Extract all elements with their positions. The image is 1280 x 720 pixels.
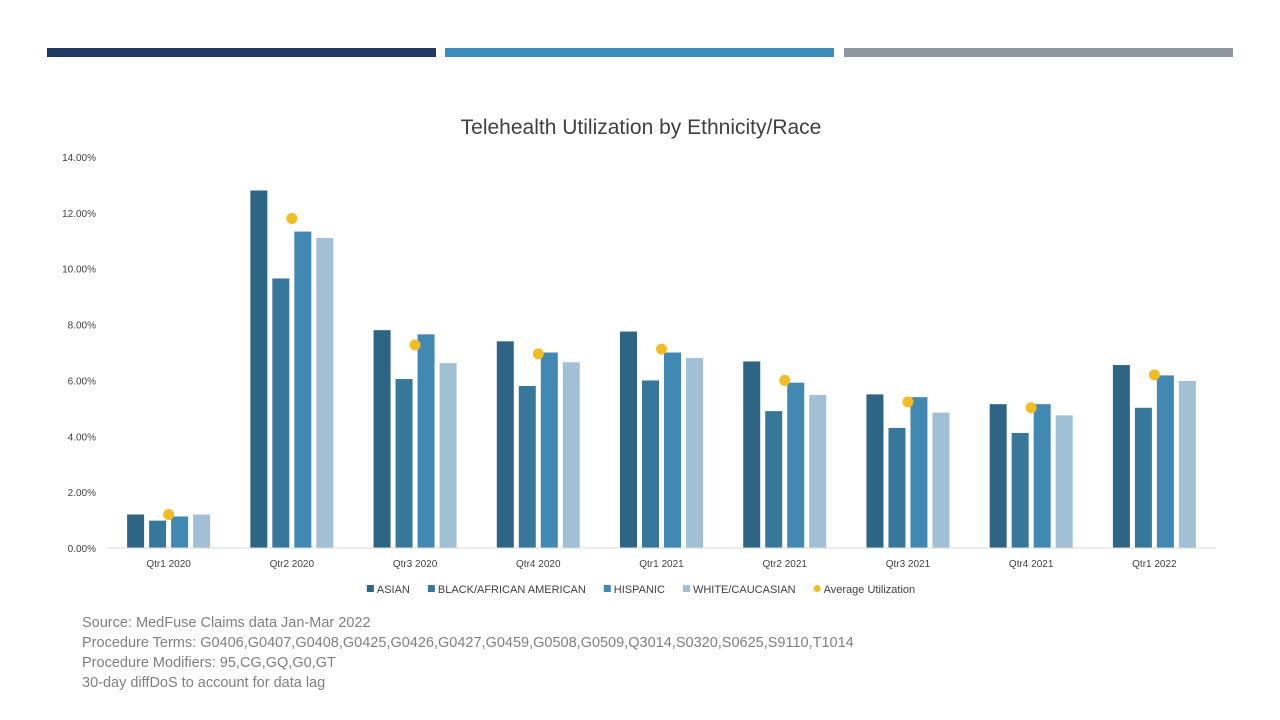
x-tick-label: Qtr4 2021 bbox=[1009, 559, 1054, 570]
accent-bar-blue bbox=[445, 48, 834, 57]
legend-dot bbox=[813, 585, 821, 592]
bar bbox=[496, 341, 514, 548]
data-lag-note: 30-day diffDoS to account for data lag bbox=[82, 675, 326, 691]
bar bbox=[743, 361, 761, 548]
y-tick-label: 14.00% bbox=[62, 153, 96, 164]
x-axis: Qtr1 2020 Qtr2 2020 Qtr3 2020 Qtr4 2020 Qtr1… bbox=[146, 559, 1177, 570]
accent-bar-navy bbox=[47, 48, 436, 57]
bar bbox=[910, 397, 928, 548]
procedure-modifiers-note: Procedure Modifiers: 95,CG,GQ,G0,GT bbox=[82, 655, 336, 671]
bar bbox=[395, 379, 413, 548]
bar bbox=[272, 278, 290, 548]
bar bbox=[439, 363, 457, 548]
bar bbox=[932, 412, 950, 548]
accent-bar-gray bbox=[844, 48, 1233, 57]
bar bbox=[171, 516, 189, 548]
average-marker bbox=[163, 508, 175, 520]
bar bbox=[127, 514, 145, 548]
legend: ASIAN BLACK/AFRICAN AMERICAN HISPANIC WHITE… bbox=[366, 584, 916, 596]
bar bbox=[1033, 404, 1051, 548]
average-marker bbox=[1025, 402, 1037, 414]
legend-swatch bbox=[366, 585, 374, 592]
legend-item: BLACK/AFRICAN AMERICAN bbox=[427, 584, 586, 596]
x-tick-label: Qtr1 2020 bbox=[146, 559, 191, 570]
average-marker bbox=[779, 374, 791, 386]
bar bbox=[787, 382, 805, 548]
bar bbox=[518, 386, 536, 548]
chart-title: Telehealth Utilization by Ethnicity/Race bbox=[461, 116, 822, 139]
bar bbox=[888, 427, 906, 548]
bar bbox=[620, 331, 637, 548]
bar bbox=[149, 520, 167, 548]
average-marker bbox=[409, 339, 421, 351]
source-notes: Source: MedFuse Claims data Jan-Mar 2022… bbox=[82, 613, 854, 693]
x-tick-label: Qtr4 2020 bbox=[516, 559, 561, 570]
legend-item: Average Utilization bbox=[813, 584, 916, 596]
legend-label: ASIAN bbox=[377, 584, 410, 596]
x-tick-label: Qtr2 2021 bbox=[762, 559, 807, 570]
y-axis: 0.00% 2.00% 4.00% 6.00% 8.00% 10.00% 12.00% 14.… bbox=[62, 153, 96, 555]
y-tick-label: 0.00% bbox=[68, 544, 96, 555]
bar bbox=[1178, 380, 1196, 548]
bar bbox=[989, 404, 1007, 548]
x-tick-label: Qtr1 2021 bbox=[639, 559, 684, 570]
legend-item: WHITE/CAUCASIAN bbox=[682, 584, 796, 596]
bar bbox=[866, 394, 884, 548]
bar bbox=[316, 237, 334, 548]
bar-series bbox=[127, 190, 1196, 549]
legend-swatch bbox=[603, 585, 611, 592]
bar bbox=[642, 380, 659, 548]
bar bbox=[250, 190, 268, 548]
bar bbox=[373, 330, 391, 548]
legend-label: BLACK/AFRICAN AMERICAN bbox=[438, 584, 586, 596]
average-marker bbox=[902, 396, 914, 408]
procedure-terms-note: Procedure Terms: G0406,G0407,G0408,G0425… bbox=[82, 635, 854, 651]
bar bbox=[664, 352, 681, 548]
bar bbox=[809, 394, 827, 548]
bar bbox=[193, 514, 211, 548]
average-marker bbox=[532, 348, 544, 360]
legend-label: HISPANIC bbox=[614, 584, 665, 596]
legend-label: Average Utilization bbox=[824, 584, 916, 596]
y-tick-label: 4.00% bbox=[68, 432, 96, 443]
bar bbox=[1112, 365, 1130, 548]
bar bbox=[540, 352, 558, 548]
bar bbox=[765, 411, 783, 548]
y-tick-label: 8.00% bbox=[68, 321, 96, 332]
x-tick-label: Qtr2 2020 bbox=[270, 559, 315, 570]
bar bbox=[294, 231, 312, 549]
legend-swatch bbox=[682, 585, 690, 592]
average-marker bbox=[1148, 369, 1160, 381]
average-marker bbox=[286, 212, 298, 224]
average-utilization-markers bbox=[163, 212, 1160, 520]
telehealth-chart: Telehealth Utilization by Ethnicity/Race… bbox=[62, 116, 1216, 596]
legend-swatch bbox=[427, 585, 435, 592]
y-tick-label: 10.00% bbox=[62, 265, 96, 276]
bar bbox=[1156, 375, 1174, 548]
bar bbox=[686, 358, 703, 548]
x-tick-label: Qtr3 2020 bbox=[393, 559, 438, 570]
legend-label: WHITE/CAUCASIAN bbox=[693, 584, 796, 596]
bar bbox=[417, 334, 435, 548]
y-tick-label: 12.00% bbox=[62, 209, 96, 220]
bar bbox=[1134, 407, 1152, 548]
bar bbox=[1011, 432, 1029, 548]
x-tick-label: Qtr3 2021 bbox=[886, 559, 931, 570]
y-tick-label: 6.00% bbox=[68, 376, 96, 387]
average-marker bbox=[656, 343, 667, 355]
bar bbox=[1055, 415, 1073, 548]
x-tick-label: Qtr1 2022 bbox=[1132, 559, 1177, 570]
legend-item: ASIAN bbox=[366, 584, 410, 596]
bar bbox=[562, 362, 580, 548]
source-note: Source: MedFuse Claims data Jan-Mar 2022 bbox=[82, 615, 371, 631]
legend-item: HISPANIC bbox=[603, 584, 665, 596]
y-tick-label: 2.00% bbox=[68, 488, 96, 499]
